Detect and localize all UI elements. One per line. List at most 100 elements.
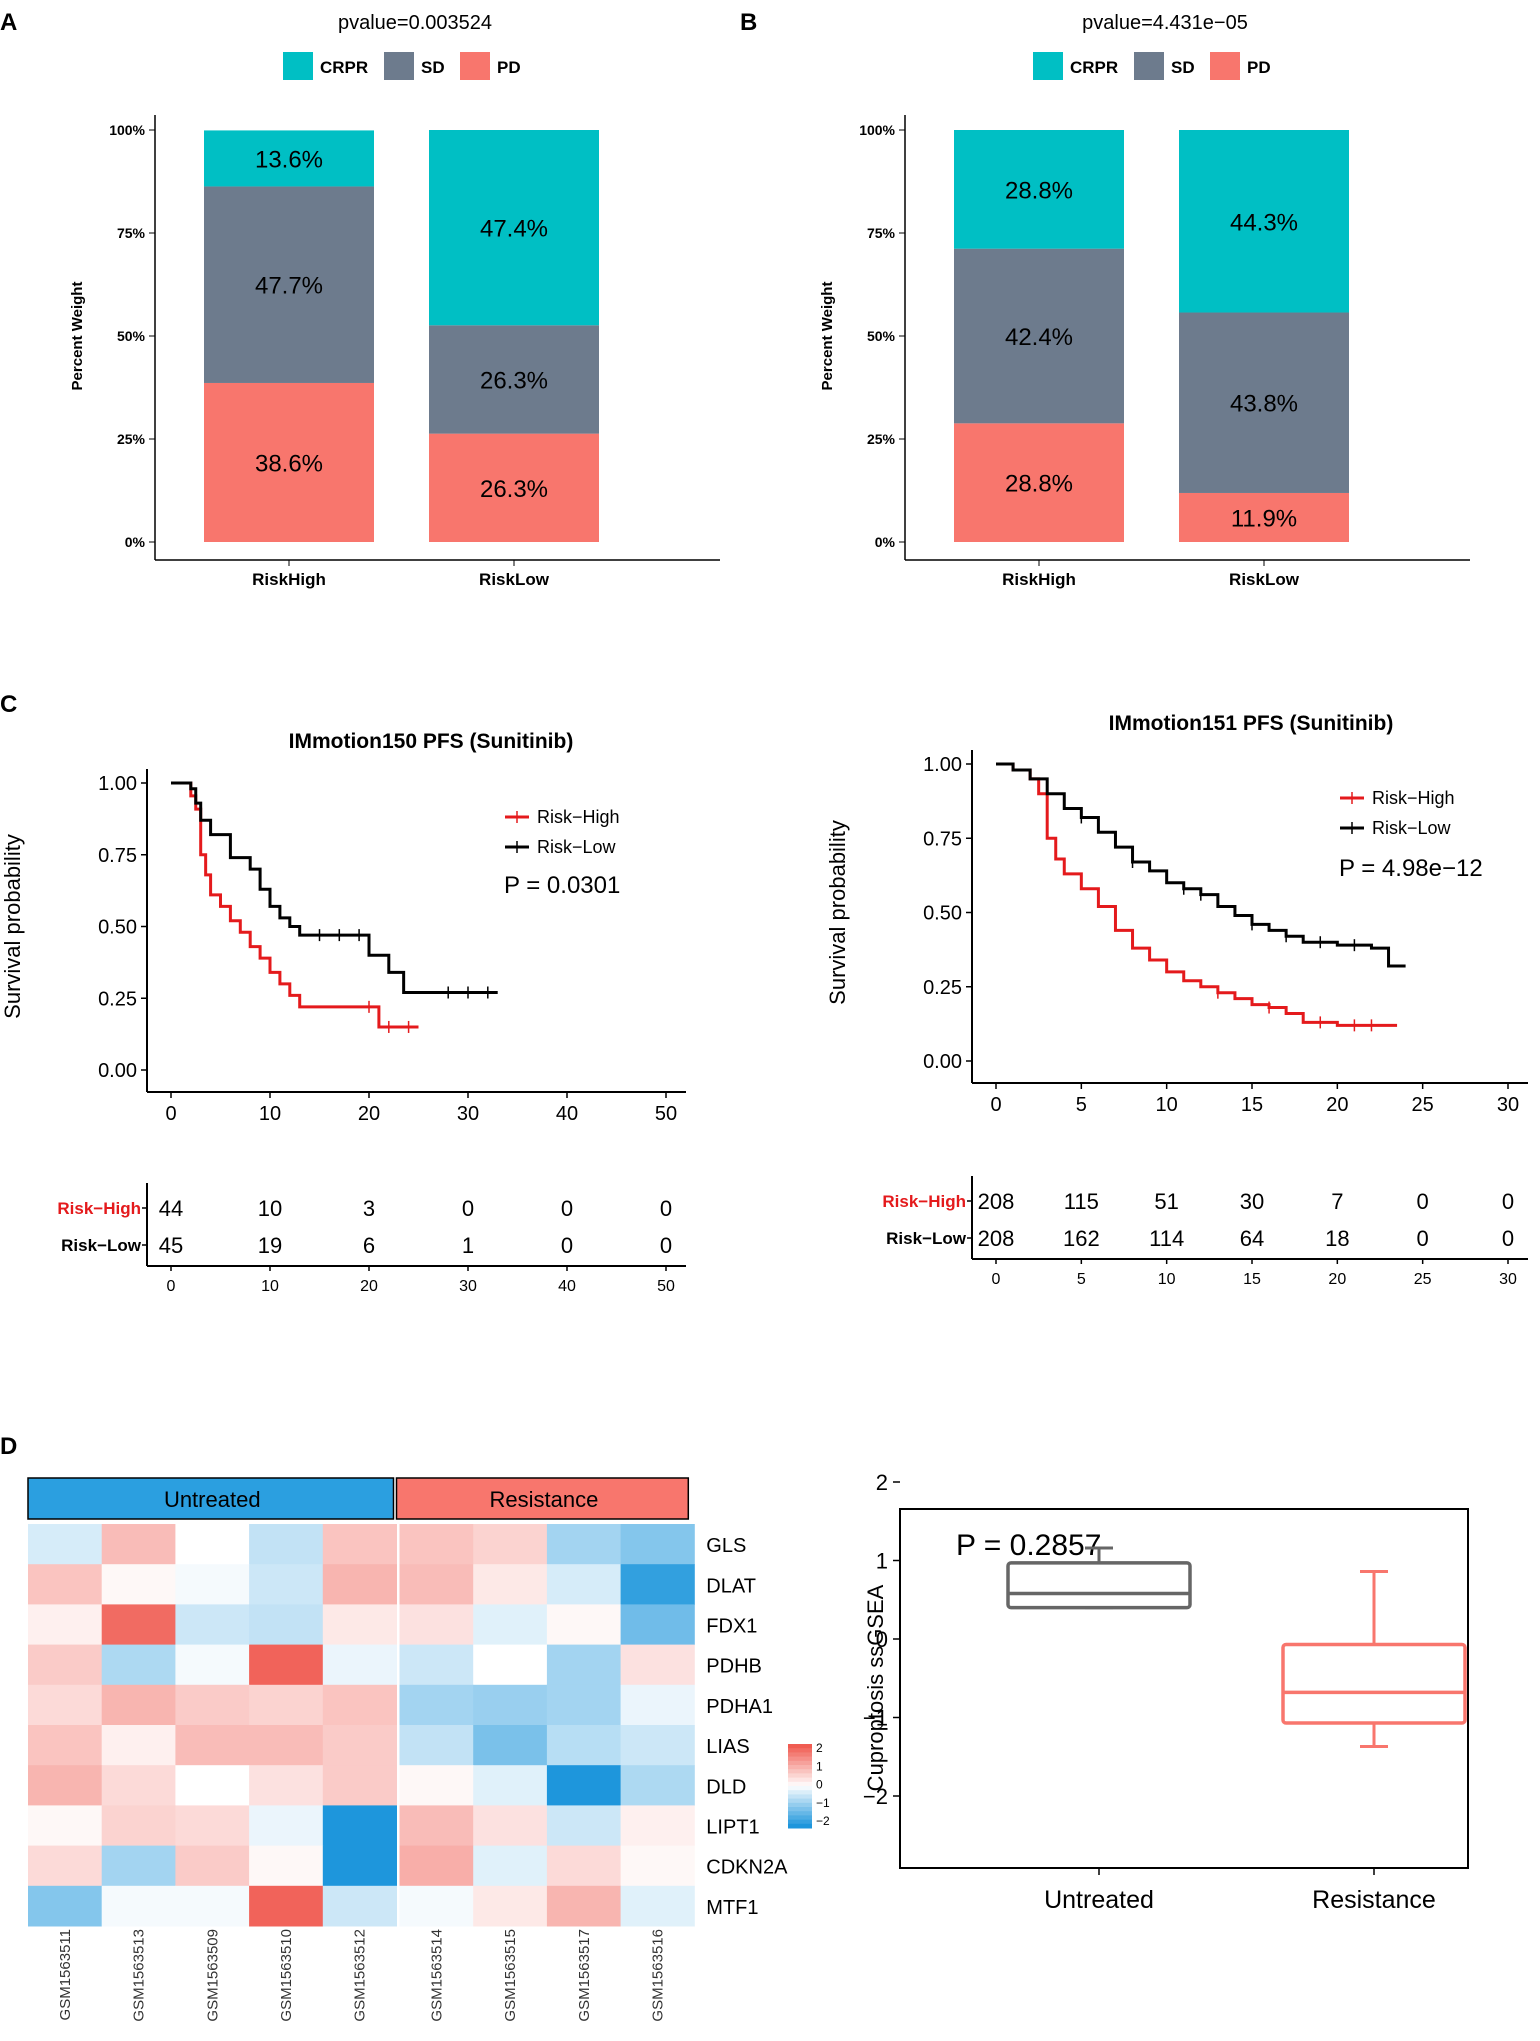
box-resistance [1281, 1642, 1467, 1725]
bar-data-label: 28.8% [1005, 177, 1073, 204]
km-curve-risk-high [996, 762, 1398, 1027]
boxplot-pvalue: P = 0.2857 [956, 1529, 1101, 1562]
risk-table-count: 30 [1240, 1189, 1264, 1214]
heatmap-column-label: GSM1563510 [278, 1929, 295, 2022]
heatmap-cell [28, 1805, 103, 1847]
color-scale-step [788, 1760, 812, 1766]
heatmap-cell [101, 1885, 176, 1927]
km-x-tick-label: 0 [990, 1094, 1001, 1116]
risk-table-count: 10 [258, 1196, 282, 1221]
y-tick-label: 50% [867, 328, 896, 344]
bar-sd-riskhigh [954, 248, 1124, 424]
bar-data-label: 43.8% [1230, 391, 1298, 418]
heatmap-cell [322, 1805, 397, 1847]
heatmap-cell [28, 1765, 103, 1806]
risk-table-x-tick-label: 20 [1328, 1271, 1346, 1288]
heatmap-cell [546, 1564, 622, 1605]
km-x-tick-label: 25 [1412, 1094, 1434, 1116]
km-x-tick-label: 40 [556, 1103, 578, 1125]
km-y-tick-label: 0.25 [923, 977, 962, 999]
heatmap-cell [620, 1604, 695, 1646]
heatmap-cell [399, 1524, 474, 1565]
heatmap-cell [399, 1845, 474, 1887]
km-title: IMmotion151 PFS (Sunitinib) [1109, 712, 1394, 735]
km-x-tick-label: 10 [259, 1103, 281, 1125]
heatmap-cell [620, 1845, 695, 1887]
risk-table-x-tick-label: 20 [360, 1278, 378, 1295]
bar-sd-riskhigh [204, 186, 374, 383]
heatmap-cell [399, 1765, 474, 1806]
heatmap-cell [249, 1765, 324, 1806]
heatmap-cell [546, 1805, 622, 1847]
km-y-tick-label: 0.25 [98, 988, 137, 1010]
risk-table-group-label: Risk−Low [61, 1236, 142, 1255]
heatmap-cell [399, 1885, 474, 1927]
heatmap-cell [620, 1644, 695, 1686]
heatmap-cell [399, 1725, 474, 1766]
boxplot-frame [899, 1508, 1469, 1869]
y-tick-label: 0% [875, 534, 896, 550]
heatmap-row-label: FDX1 [706, 1616, 757, 1638]
legend-swatch-pd [1210, 52, 1240, 80]
km-y-tick-label: 0.00 [98, 1060, 137, 1082]
risk-table-count: 0 [561, 1196, 573, 1221]
heatmap-column-label: GSM1563511 [57, 1929, 74, 2020]
risk-table-group-label: Risk−High [57, 1199, 141, 1218]
heatmap-row-label: CDKN2A [706, 1857, 788, 1879]
heatmap-cell [249, 1604, 324, 1646]
heatmap-cell [28, 1845, 103, 1887]
legend-label-crpr: CRPR [320, 58, 368, 77]
heatmap-cell [473, 1725, 548, 1766]
heatmap-cell [473, 1684, 548, 1726]
boxplot-x-tick-label: Untreated [1044, 1886, 1154, 1914]
heatmap-cell [546, 1885, 622, 1927]
risk-table-count: 208 [978, 1189, 1015, 1214]
panel-b-stacked-bar: pvalue=4.431e−05 CRPR SD PD 0% 25% 50% 75% 100% P… [819, 12, 1470, 589]
risk-table-count: 0 [462, 1196, 474, 1221]
km-y-tick-label: 0.50 [98, 917, 137, 939]
risk-table-count: 115 [1064, 1189, 1099, 1214]
heatmap-cell [620, 1524, 695, 1565]
km-x-tick-label: 0 [165, 1103, 176, 1125]
heatmap-column-label: GSM1563514 [428, 1929, 445, 2022]
color-scale-step [788, 1790, 812, 1795]
heatmap-cell [399, 1644, 474, 1686]
bar-data-label: 47.7% [255, 273, 323, 300]
km-x-tick-label: 15 [1241, 1094, 1263, 1116]
km-legend-label: Risk−High [1372, 788, 1455, 808]
risk-table-group-label: Risk−High [882, 1192, 966, 1211]
color-scale-step [788, 1773, 812, 1779]
color-scale-step [788, 1819, 812, 1825]
color-scale-step [788, 1811, 812, 1816]
color-scale-step [788, 1794, 812, 1800]
heatmap-cell [28, 1885, 103, 1927]
risk-table-x-tick-label: 10 [1158, 1271, 1176, 1288]
risk-table-count: 7 [1331, 1189, 1343, 1214]
heatmap-cell [473, 1805, 548, 1847]
heatmap-cell [473, 1845, 548, 1887]
bar-data-label: 11.9% [1231, 505, 1297, 532]
km-x-tick-label: 30 [457, 1103, 479, 1125]
heatmap-cell [322, 1765, 397, 1806]
color-scale-step [788, 1769, 812, 1774]
heatmap-cell [546, 1524, 622, 1565]
heatmap-cell [175, 1765, 250, 1806]
heatmap-cell [28, 1564, 103, 1605]
risk-table-x-tick-label: 30 [1499, 1271, 1517, 1288]
bar-crpr-risklow [429, 130, 599, 326]
km-pvalue: P = 4.98e−12 [1339, 855, 1483, 882]
heatmap-column-label: GSM1563515 [502, 1929, 519, 2022]
heatmap-cell [28, 1604, 103, 1646]
bar-sd-risklow [429, 325, 599, 434]
heatmap-cell [175, 1564, 250, 1605]
heatmap-cell [399, 1684, 474, 1726]
group-bar-untreated [27, 1477, 395, 1520]
color-scale-tick: 1 [816, 1759, 823, 1773]
color-scale-step [788, 1777, 812, 1783]
heatmap-cell [175, 1684, 250, 1726]
color-scale-step [788, 1756, 812, 1762]
heatmap-cell [175, 1644, 250, 1686]
heatmap-cell [322, 1885, 397, 1927]
km-y-tick-label: 0.75 [98, 845, 137, 867]
km-y-tick-label: 1.00 [923, 754, 962, 776]
